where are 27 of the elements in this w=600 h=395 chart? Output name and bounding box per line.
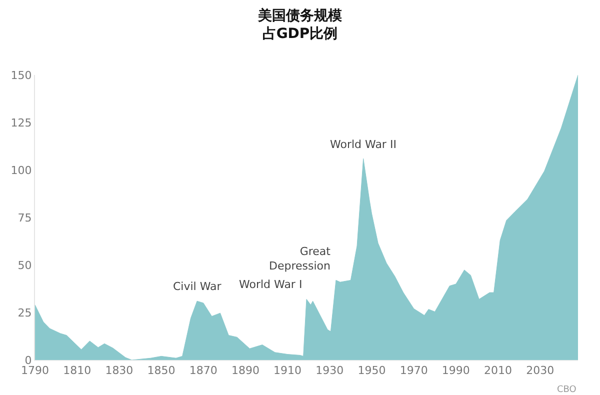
x-tick-label: 1950 <box>358 364 386 378</box>
x-tick-label: 1930 <box>316 364 344 378</box>
chart-title: 美国债务规模 <box>257 6 343 24</box>
x-tick-label: 1870 <box>189 364 218 378</box>
y-tick-label: 25 <box>18 306 32 320</box>
x-tick-label: 1970 <box>400 364 428 378</box>
y-tick-label: 125 <box>10 116 32 130</box>
x-tick-label: 2010 <box>484 364 512 378</box>
x-tick-label: 1790 <box>21 364 49 378</box>
annotation: World War I <box>239 278 302 291</box>
x-tick-label: 1850 <box>147 364 176 378</box>
annotation: Great Depression <box>269 245 332 272</box>
y-tick-label: 0 <box>24 354 32 367</box>
x-tick-label: 1910 <box>274 364 302 378</box>
x-tick-label: 1990 <box>442 364 470 378</box>
y-tick-label: 75 <box>18 211 32 224</box>
y-tick-label: 100 <box>10 164 32 177</box>
annotation: Civil War <box>173 280 222 293</box>
x-tick-label: 2030 <box>526 364 554 378</box>
x-tick-label: 1810 <box>63 364 92 378</box>
annotation: World War II <box>330 138 396 151</box>
y-tick-label: 150 <box>10 68 32 82</box>
text: CBO <box>557 385 576 395</box>
y-tick-label: 50 <box>18 258 32 272</box>
chart-subtitle: 占GDP比例 <box>262 26 338 42</box>
x-tick-label: 1830 <box>105 364 134 378</box>
x-tick-label: 1890 <box>231 364 260 378</box>
